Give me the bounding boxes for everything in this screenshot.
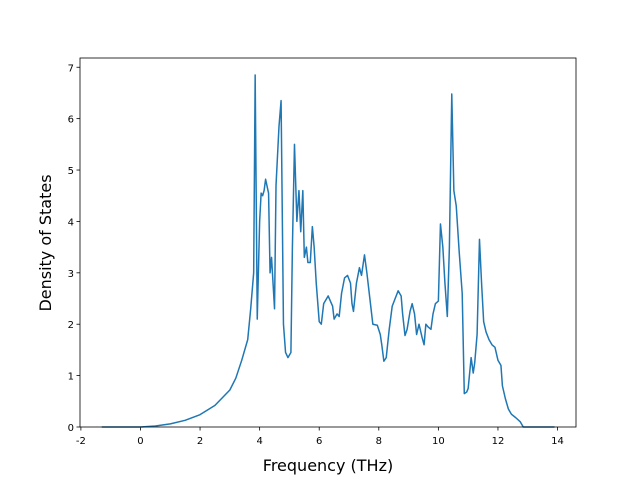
y-tick-label: 3: [68, 269, 74, 280]
y-tick-label: 6: [68, 115, 74, 126]
x-tick-label: 0: [137, 436, 143, 447]
y-axis-label: Density of States: [36, 174, 55, 311]
line: [101, 74, 555, 428]
x-tick-label: 6: [316, 436, 322, 447]
plot-frame: [79, 57, 577, 428]
y-tick-label: 1: [68, 372, 74, 383]
x-tick-label: 8: [376, 436, 382, 447]
x-tick-label: 4: [256, 436, 262, 447]
x-tick-label: -2: [76, 436, 86, 447]
x-axis-label: Frequency (THz): [263, 456, 393, 475]
y-tick-label: 5: [68, 166, 74, 177]
x-tick-label: 14: [551, 436, 564, 447]
y-tick-label: 2: [68, 320, 74, 331]
x-tick-label: 2: [197, 436, 203, 447]
y-tick-label: 4: [68, 217, 74, 228]
y-tick-label: 7: [68, 63, 74, 74]
y-tick-label: 0: [68, 423, 74, 434]
x-tick-label: 10: [432, 436, 445, 447]
x-tick-label: 12: [492, 436, 505, 447]
